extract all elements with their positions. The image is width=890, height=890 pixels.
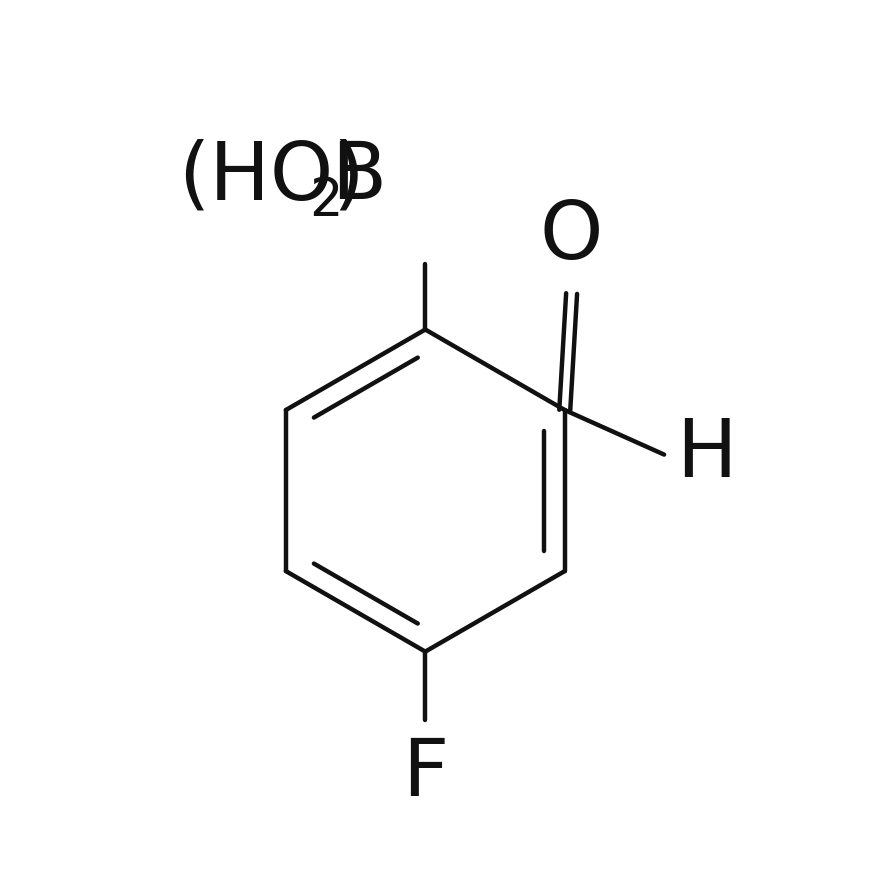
Text: H: H bbox=[676, 416, 737, 494]
Text: O: O bbox=[540, 198, 603, 277]
Text: (HO): (HO) bbox=[179, 138, 365, 216]
Text: 2: 2 bbox=[309, 175, 343, 228]
Text: F: F bbox=[402, 735, 449, 813]
Text: B: B bbox=[331, 138, 386, 216]
